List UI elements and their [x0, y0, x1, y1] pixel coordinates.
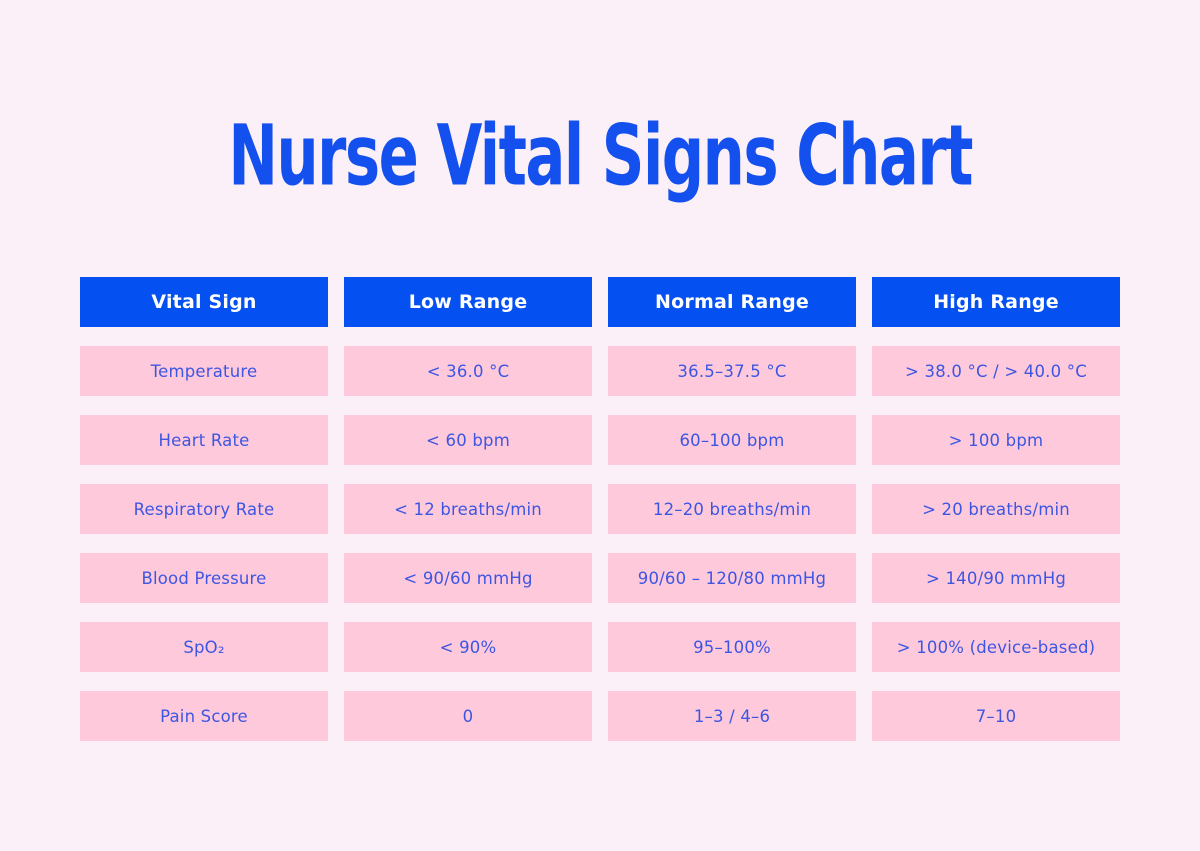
cell-blood-pressure-name: Blood Pressure — [80, 553, 328, 603]
cell-heart-rate-normal: 60–100 bpm — [608, 415, 856, 465]
title-container: Nurse Vital Signs Chart — [0, 108, 1200, 205]
cell-spo2-low: < 90% — [344, 622, 592, 672]
cell-spo2-name: SpO₂ — [80, 622, 328, 672]
vital-signs-table: Vital Sign Low Range Normal Range High R… — [80, 277, 1120, 741]
cell-heart-rate-low: < 60 bpm — [344, 415, 592, 465]
cell-blood-pressure-high: > 140/90 mmHg — [872, 553, 1120, 603]
page-title: Nurse Vital Signs Chart — [228, 108, 973, 206]
cell-heart-rate-name: Heart Rate — [80, 415, 328, 465]
cell-respiratory-rate-low: < 12 breaths/min — [344, 484, 592, 534]
cell-temperature-name: Temperature — [80, 346, 328, 396]
cell-respiratory-rate-high: > 20 breaths/min — [872, 484, 1120, 534]
cell-respiratory-rate-normal: 12–20 breaths/min — [608, 484, 856, 534]
cell-temperature-normal: 36.5–37.5 °C — [608, 346, 856, 396]
cell-blood-pressure-normal: 90/60 – 120/80 mmHg — [608, 553, 856, 603]
column-header-high-range: High Range — [872, 277, 1120, 327]
column-header-vital-sign: Vital Sign — [80, 277, 328, 327]
cell-pain-score-name: Pain Score — [80, 691, 328, 741]
cell-pain-score-high: 7–10 — [872, 691, 1120, 741]
cell-heart-rate-high: > 100 bpm — [872, 415, 1120, 465]
cell-spo2-normal: 95–100% — [608, 622, 856, 672]
column-header-low-range: Low Range — [344, 277, 592, 327]
cell-pain-score-low: 0 — [344, 691, 592, 741]
cell-pain-score-normal: 1–3 / 4–6 — [608, 691, 856, 741]
cell-blood-pressure-low: < 90/60 mmHg — [344, 553, 592, 603]
cell-temperature-low: < 36.0 °C — [344, 346, 592, 396]
column-header-normal-range: Normal Range — [608, 277, 856, 327]
cell-respiratory-rate-name: Respiratory Rate — [80, 484, 328, 534]
cell-spo2-high: > 100% (device-based) — [872, 622, 1120, 672]
cell-temperature-high: > 38.0 °C / > 40.0 °C — [872, 346, 1120, 396]
